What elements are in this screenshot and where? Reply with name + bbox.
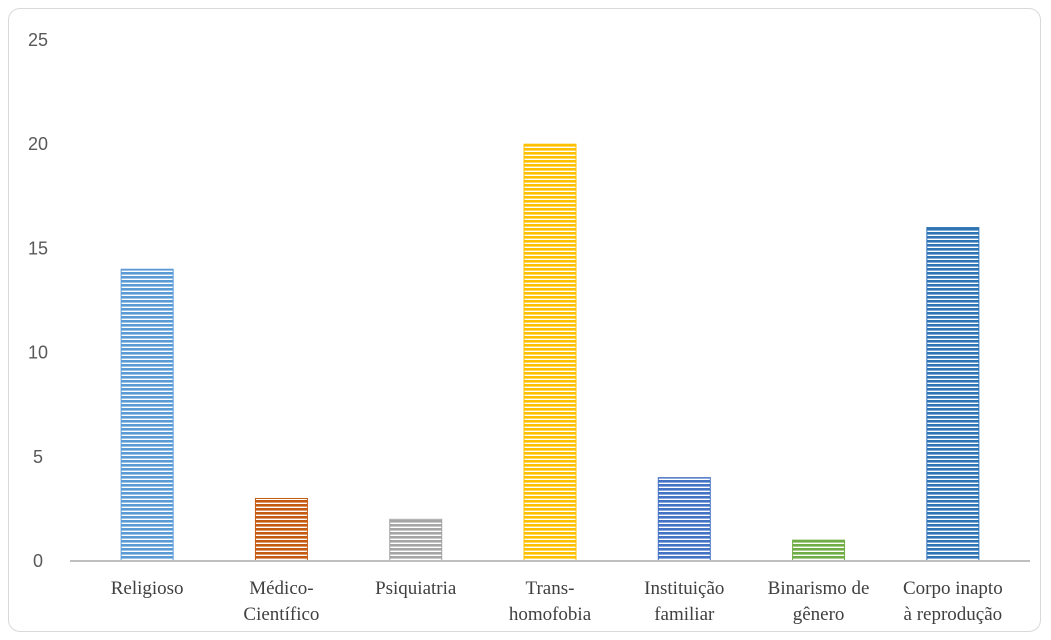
- y-tick-label: 10: [28, 343, 48, 363]
- y-axis-ticks: 0 5 10 15 20 25: [28, 30, 48, 571]
- y-tick-label: 5: [33, 447, 43, 467]
- bar: [657, 477, 711, 562]
- x-tick-label: Instituição familiar: [644, 578, 724, 625]
- x-tick-label: Corpo inapto à reprodução: [903, 578, 1003, 625]
- x-tick-label: Psiquiatria: [375, 578, 457, 599]
- x-axis-ticks: Religioso Médico-Científico Psiquiatria Tra…: [111, 578, 1003, 625]
- x-tick-label: Médico-Científico: [243, 578, 319, 625]
- x-tick-label: Binarismo de gênero: [768, 578, 870, 625]
- bar: [254, 497, 308, 562]
- bar: [926, 227, 980, 562]
- bar: [523, 143, 577, 562]
- y-tick-label: 0: [33, 551, 43, 571]
- bar: [389, 518, 443, 562]
- x-tick-label: Trans-homofobia: [509, 578, 592, 625]
- y-tick-label: 20: [28, 134, 48, 154]
- bar: [120, 268, 174, 562]
- bar: [792, 539, 846, 562]
- y-tick-label: 15: [28, 238, 48, 258]
- bars: [120, 143, 980, 562]
- y-tick-label: 25: [28, 30, 48, 50]
- x-tick-label: Religioso: [111, 578, 184, 599]
